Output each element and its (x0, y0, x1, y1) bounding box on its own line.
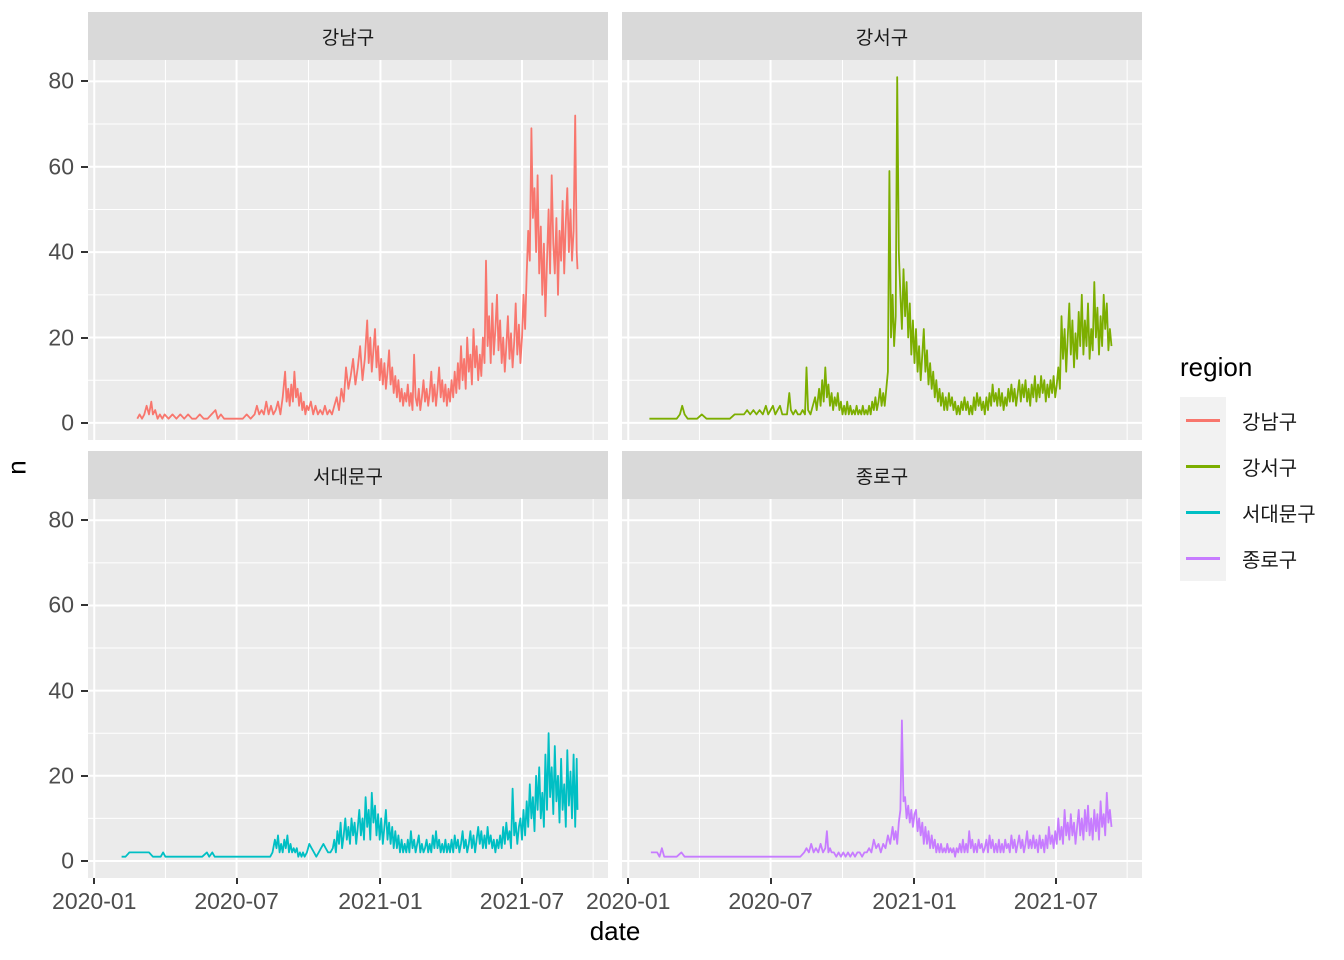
x-tick-mark (379, 878, 382, 884)
x-tick-mark (1054, 878, 1057, 884)
legend-label: 종로구 (1242, 549, 1298, 572)
legend-label: 강남구 (1242, 411, 1298, 434)
legend-key (1180, 535, 1226, 581)
x-tick-mark (627, 878, 630, 884)
facet-strip-label: 강남구 (321, 27, 375, 49)
facet-strip-label: 서대문구 (313, 466, 383, 488)
y-tick-mark (81, 859, 88, 862)
y-tick-mark (81, 421, 88, 424)
y-tick-label: 0 (61, 409, 74, 436)
y-tick-label: 0 (61, 847, 74, 874)
x-tick-label: 2021-07 (1013, 888, 1099, 914)
facet-strip-jongno: 종로구 (622, 451, 1142, 499)
series-line (121, 732, 579, 858)
y-tick-mark (81, 604, 88, 607)
x-tick-mark (769, 878, 772, 884)
legend-key (1180, 397, 1226, 443)
y-axis-title: n (1, 460, 32, 475)
x-tick-mark (913, 878, 916, 884)
legend: region 강남구 강서구 서대문구 종로구 (1180, 352, 1340, 581)
legend-label: 서대문구 (1242, 503, 1316, 526)
x-tick-label: 2021-01 (338, 888, 423, 914)
x-tick-mark (93, 878, 96, 884)
y-tick-mark (81, 165, 88, 168)
y-tick-label: 80 (48, 506, 74, 533)
y-tick-label: 60 (48, 591, 74, 618)
x-tick-mark (520, 878, 523, 884)
facet-strip-gangseo: 강서구 (622, 12, 1142, 60)
x-tick-label: 2020-01 (586, 888, 671, 914)
facet-strip-seodaemun: 서대문구 (88, 451, 608, 499)
series-line (649, 76, 1113, 420)
facet-strip-label: 종로구 (855, 466, 909, 488)
y-tick-label: 40 (48, 238, 74, 265)
facet-panel-gangseo (622, 60, 1142, 440)
y-tick-label: 40 (48, 677, 74, 704)
line-swatch-gangnam (1186, 418, 1220, 422)
line-swatch-gangseo (1186, 464, 1220, 468)
y-tick-mark (81, 774, 88, 777)
y-tick-mark (81, 336, 88, 339)
facet-strip-label: 강서구 (855, 27, 909, 49)
legend-item-jongno: 종로구 (1180, 535, 1340, 581)
x-tick-label: 2020-07 (194, 888, 279, 914)
legend-key (1180, 489, 1226, 535)
legend-title: region (1180, 352, 1253, 382)
x-tick-mark (235, 878, 238, 884)
y-tick-label: 80 (48, 67, 74, 94)
legend-label: 강서구 (1242, 457, 1298, 480)
legend-item-gangseo: 강서구 (1180, 443, 1340, 489)
y-tick-mark (81, 80, 88, 83)
y-tick-mark (81, 251, 88, 254)
y-tick-mark (81, 689, 88, 692)
facet-strip-gangnam: 강남구 (88, 12, 608, 60)
facet-panel-seodaemun (88, 499, 608, 878)
series-line (136, 114, 579, 420)
facet-panel-jongno (622, 499, 1142, 878)
facet-panel-gangnam (88, 60, 608, 440)
legend-key (1180, 443, 1226, 489)
x-tick-label: 2021-01 (872, 888, 957, 914)
y-tick-label: 20 (48, 762, 74, 789)
line-swatch-jongno (1186, 556, 1220, 560)
y-tick-mark (81, 519, 88, 522)
legend-item-seodaemun: 서대문구 (1180, 489, 1340, 535)
legend-item-gangnam: 강남구 (1180, 397, 1340, 443)
series-line (650, 719, 1113, 858)
y-tick-label: 20 (48, 324, 74, 351)
x-tick-label: 2020-07 (728, 888, 813, 914)
y-tick-label: 60 (48, 153, 74, 180)
x-tick-label: 2020-01 (52, 888, 137, 914)
x-tick-label: 2021-07 (479, 888, 565, 914)
x-axis-title: date (589, 916, 641, 946)
line-swatch-seodaemun (1186, 510, 1220, 514)
